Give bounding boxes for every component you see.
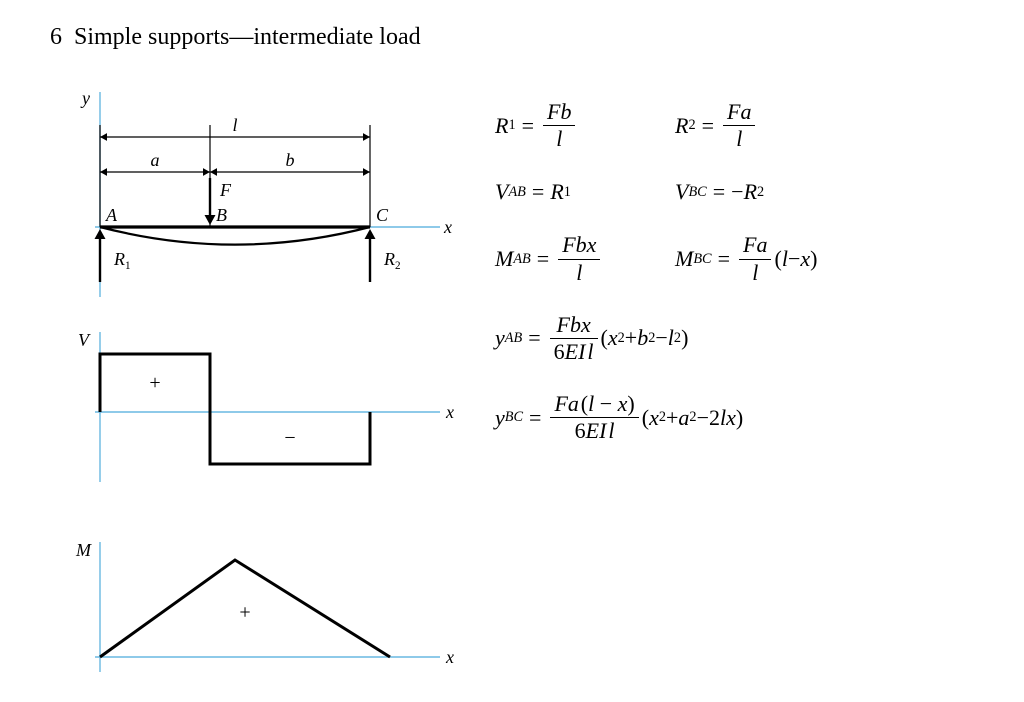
diagrams-svg: y x l a b F A B C R1 R2 Vx + − Mx + xyxy=(60,82,460,682)
title-text: Simple supports—intermediate load xyxy=(74,24,421,50)
eq-VBC: VBC = −R2 xyxy=(675,179,855,205)
svg-text:a: a xyxy=(151,150,160,170)
eq-R2: R2 = Fa l xyxy=(675,100,855,151)
frac-yBC: Fa (l − x) 6EIl xyxy=(550,392,638,443)
eq-MAB: MAB = Fbx l xyxy=(495,233,675,284)
svg-text:y: y xyxy=(80,88,90,108)
eq-row-yBC: yBC = Fa (l − x) 6EIl (x2 + a2 − 2lx) xyxy=(495,392,1015,443)
eq-row-moment: MAB = Fbx l MBC = Fa l (l − x) xyxy=(495,233,1015,284)
diagram-column: y x l a b F A B C R1 R2 Vx + − Mx + xyxy=(60,82,460,682)
svg-text:b: b xyxy=(286,150,295,170)
eq-row-shear: VAB = R1 VBC = −R2 xyxy=(495,179,1015,205)
page-title: 6 Simple supports—intermediate load xyxy=(50,24,421,51)
svg-text:R2: R2 xyxy=(383,249,401,272)
frac-MBC: Fa l xyxy=(739,233,771,284)
svg-text:x: x xyxy=(445,647,454,667)
eq-R1: R1 = Fb l xyxy=(495,100,675,151)
title-number: 6 xyxy=(50,24,62,50)
svg-text:−: − xyxy=(284,427,295,449)
svg-text:+: + xyxy=(149,372,160,394)
eq-MBC: MBC = Fa l (l − x) xyxy=(675,233,955,284)
svg-text:B: B xyxy=(216,205,227,225)
svg-text:x: x xyxy=(443,217,452,237)
eq-VAB: VAB = R1 xyxy=(495,179,675,205)
eq-yBC: yBC = Fa (l − x) 6EIl (x2 + a2 − 2lx) xyxy=(495,392,743,443)
svg-text:V: V xyxy=(78,330,91,350)
page: 6 Simple supports—intermediate load y x l a… xyxy=(0,0,1024,702)
frac-R1: Fb l xyxy=(543,100,575,151)
equations-column: R1 = Fb l R2 = Fa l VAB xyxy=(495,100,1015,472)
svg-text:x: x xyxy=(445,402,454,422)
frac-yAB: Fbx 6EIl xyxy=(550,313,598,364)
svg-text:l: l xyxy=(232,115,237,135)
eq-yAB: yAB = Fbx 6EIl (x2 + b2 − l2) xyxy=(495,313,688,364)
eq-row-yAB: yAB = Fbx 6EIl (x2 + b2 − l2) xyxy=(495,313,1015,364)
svg-text:F: F xyxy=(219,180,232,200)
svg-text:A: A xyxy=(105,205,118,225)
frac-MAB: Fbx l xyxy=(558,233,600,284)
svg-text:+: + xyxy=(239,602,250,624)
svg-text:M: M xyxy=(75,540,92,560)
frac-R2: Fa l xyxy=(723,100,755,151)
svg-text:R1: R1 xyxy=(113,249,131,272)
eq-row-reactions: R1 = Fb l R2 = Fa l xyxy=(495,100,1015,151)
svg-text:C: C xyxy=(376,205,389,225)
